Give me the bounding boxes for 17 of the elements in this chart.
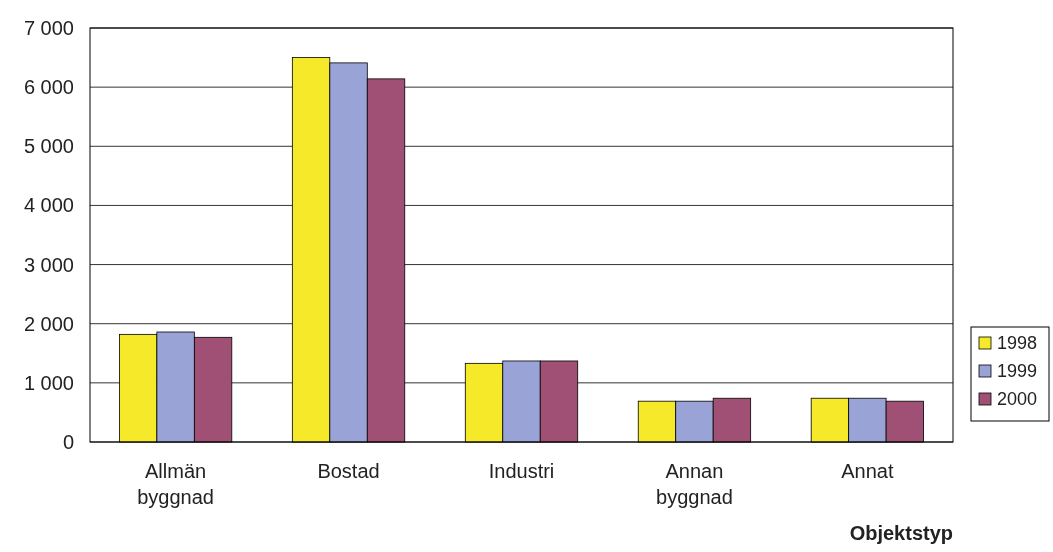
x-tick-label: Bostad [317,460,380,482]
x-tick-label: Annat [841,460,894,482]
legend-label: 2000 [997,389,1038,410]
x-tick-label: Industri [488,460,555,482]
y-tick-label: 2 000 [23,312,74,335]
x-tick-label: Allmän byggnad [137,460,214,508]
y-tick-label: 1 000 [23,371,74,394]
y-tick-label: 5 000 [23,135,74,158]
y-tick-label: 3 000 [23,253,74,276]
legend-label: 1998 [997,333,1038,354]
y-tick-label: 7 000 [23,17,74,39]
y-tick-label: 6 000 [23,76,74,99]
y-tick-label: 0 [62,431,74,453]
y-tick-label: 4 000 [23,194,74,217]
x-tick-label: Annan byggnad [656,460,733,508]
legend-label: 1999 [997,361,1038,382]
x-axis-title: Objektstyp [849,522,953,544]
